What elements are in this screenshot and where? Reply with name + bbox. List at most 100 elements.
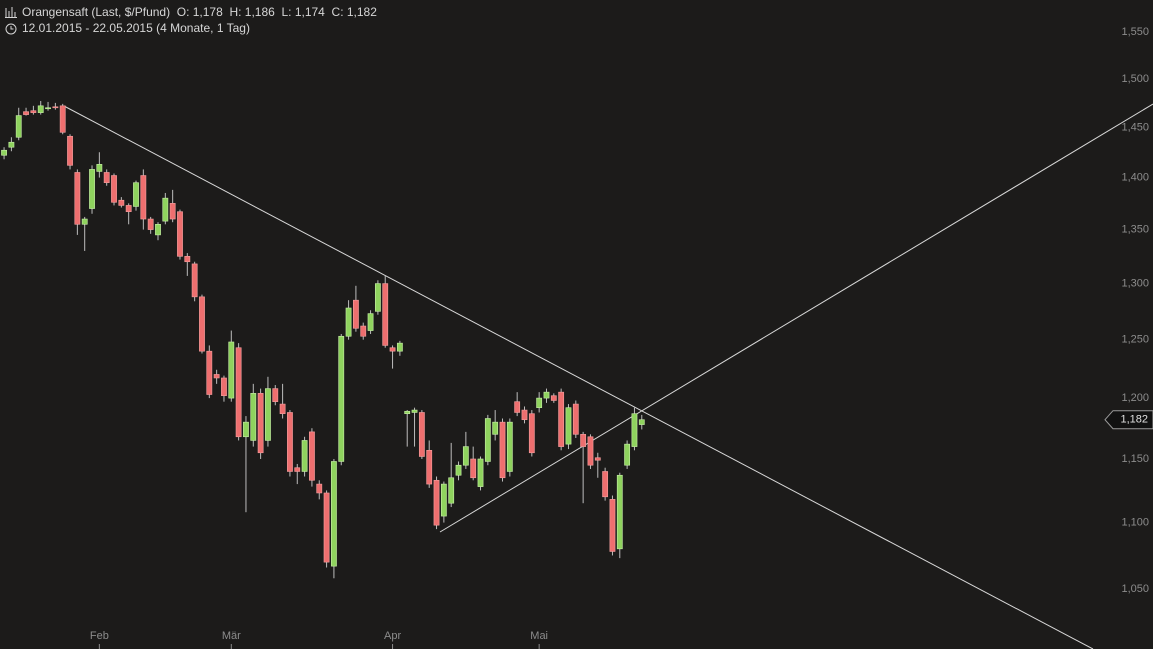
candle-body <box>265 388 271 441</box>
last-price-label: 1,182 <box>1120 414 1148 426</box>
candle-body <box>147 218 154 230</box>
candle-body <box>470 458 477 479</box>
candle-body <box>360 325 367 337</box>
candle-body <box>558 391 565 447</box>
x-tick-label: Mär <box>222 630 241 642</box>
candle-body <box>250 393 257 441</box>
candle-body <box>279 403 286 414</box>
y-tick-label: 1,550 <box>1121 26 1149 38</box>
candle-body <box>74 172 81 225</box>
candle-body <box>521 409 528 421</box>
candle-body <box>213 374 220 379</box>
y-tick-label: 1,100 <box>1121 516 1149 528</box>
candle-body <box>602 471 609 498</box>
candle-body <box>309 431 315 481</box>
y-tick-label: 1,150 <box>1121 453 1149 465</box>
candle-body <box>455 464 462 476</box>
candle-body <box>96 164 103 172</box>
candle-body <box>440 483 447 517</box>
candle-body <box>59 105 66 133</box>
trend-line <box>439 103 1153 533</box>
candle-body <box>1 149 7 156</box>
candle-body <box>272 388 279 402</box>
candle-body <box>294 467 301 472</box>
candle-body <box>536 397 543 408</box>
candle-body <box>111 175 117 203</box>
y-tick-label: 1,250 <box>1121 334 1149 346</box>
candle-body <box>580 434 587 447</box>
candle-body <box>353 299 359 329</box>
candle-body <box>15 115 22 138</box>
candle-body <box>426 449 433 485</box>
y-tick-label: 1,400 <box>1121 171 1149 183</box>
x-tick-label: Feb <box>90 630 109 642</box>
candle-body <box>23 111 29 115</box>
y-tick-label: 1,300 <box>1121 277 1149 289</box>
candle-body <box>177 211 183 257</box>
candle-body <box>506 421 513 472</box>
chart-title: Orangensaft (Last, $/Pfund) O: 1,178 H: … <box>22 5 377 19</box>
candle-body <box>52 106 59 109</box>
candle-body <box>572 403 579 435</box>
candle-body <box>638 419 645 425</box>
candle-body <box>331 461 337 567</box>
candle-body <box>8 141 15 148</box>
candle-body <box>81 218 88 225</box>
candle-body <box>345 307 352 337</box>
candle-body <box>492 421 499 435</box>
clock-icon <box>5 23 17 35</box>
candle-body <box>228 341 235 399</box>
candle-body <box>389 347 396 352</box>
candle-body <box>323 492 330 563</box>
candle-body <box>543 391 550 399</box>
candle-body <box>118 199 125 206</box>
candle-body <box>550 395 557 401</box>
candle-body <box>45 107 51 110</box>
candle-body <box>206 350 213 395</box>
candle-body <box>499 421 506 479</box>
candle-body <box>162 197 169 222</box>
candles <box>1 100 645 579</box>
candle-body <box>609 499 616 552</box>
candle-body <box>462 446 469 466</box>
candle-body <box>221 377 227 397</box>
candle-body <box>594 457 601 461</box>
candle-body <box>191 263 198 298</box>
candle-body <box>257 393 264 454</box>
candle-body <box>411 409 418 413</box>
candle-body <box>30 110 37 113</box>
candle-body <box>631 413 638 447</box>
candle-body <box>125 205 132 212</box>
candle-body <box>514 401 521 413</box>
candle-body <box>301 440 308 472</box>
candle-body <box>140 175 147 220</box>
chart-subtitle: 12.01.2015 - 22.05.2015 (4 Monate, 1 Tag… <box>22 21 250 35</box>
candle-body <box>133 182 139 207</box>
chart-icon <box>5 7 17 18</box>
candle-body <box>404 410 411 414</box>
candle-body <box>89 169 95 209</box>
x-tick-label: Apr <box>384 630 401 642</box>
candle-body <box>448 477 455 504</box>
candle-body <box>616 474 623 550</box>
candle-body <box>235 347 242 438</box>
candle-body <box>477 458 484 487</box>
candle-body <box>169 203 176 220</box>
y-tick-label: 1,350 <box>1121 223 1149 235</box>
candle-body <box>184 256 191 263</box>
candle-body <box>587 436 594 466</box>
candle-body <box>433 479 440 526</box>
candle-body <box>155 223 161 236</box>
candle-body <box>367 313 374 331</box>
candle-body <box>67 135 73 166</box>
y-tick-label: 1,500 <box>1121 73 1149 85</box>
candle-body <box>565 407 572 445</box>
candle-body <box>528 413 535 454</box>
candle-body <box>396 342 403 352</box>
candle-body <box>199 296 205 352</box>
y-tick-label: 1,450 <box>1121 121 1149 133</box>
candle-body <box>103 172 110 183</box>
